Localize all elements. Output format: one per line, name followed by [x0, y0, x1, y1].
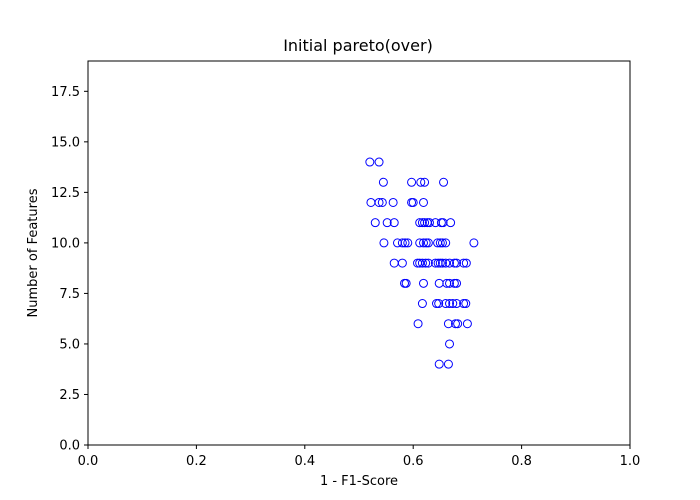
data-point	[417, 299, 427, 309]
data-point	[450, 319, 460, 329]
data-point	[379, 238, 389, 248]
data-point	[437, 258, 447, 268]
data-point	[374, 157, 384, 167]
y-axis-label: Number of Features	[26, 188, 41, 317]
y-tick-label: 0.0	[59, 439, 80, 454]
data-point	[417, 218, 427, 228]
data-point	[413, 319, 423, 329]
y-tick-label: 12.5	[51, 186, 80, 201]
data-point	[374, 197, 384, 207]
x-axis: 0.0 0.2 0.4 0.6 0.8 1.0	[78, 445, 641, 469]
data-point	[370, 218, 380, 228]
x-tick-label: 0.0	[78, 454, 99, 469]
data-point	[418, 197, 428, 207]
x-tick-label: 1.0	[620, 454, 641, 469]
data-point	[469, 238, 479, 248]
data-point	[403, 238, 413, 248]
y-tick-label: 7.5	[59, 287, 80, 302]
data-point	[462, 319, 472, 329]
data-point	[407, 177, 417, 187]
data-point	[420, 177, 430, 187]
data-point	[382, 218, 392, 228]
data-point	[441, 258, 451, 268]
data-point	[434, 299, 444, 309]
data-point	[453, 319, 463, 329]
data-point	[452, 258, 462, 268]
data-point	[421, 258, 431, 268]
data-point	[415, 238, 425, 248]
x-tick-label: 0.4	[294, 454, 315, 469]
data-point	[421, 238, 431, 248]
data-point	[445, 278, 455, 288]
data-point	[430, 258, 440, 268]
y-tick-label: 2.5	[59, 388, 80, 403]
data-point	[397, 238, 407, 248]
data-point	[452, 299, 462, 309]
data-point	[449, 258, 459, 268]
data-point	[400, 238, 410, 248]
data-point	[461, 299, 471, 309]
data-point	[441, 299, 451, 309]
y-tick-label: 15.0	[51, 135, 80, 150]
data-point	[388, 197, 398, 207]
data-point	[461, 258, 471, 268]
data-point	[389, 218, 399, 228]
data-point	[416, 177, 426, 187]
data-point	[401, 278, 411, 288]
data-points	[365, 157, 479, 369]
plot-area	[87, 60, 631, 446]
data-point	[418, 238, 428, 248]
data-point	[432, 299, 442, 309]
data-point	[459, 299, 469, 309]
data-point	[423, 258, 433, 268]
data-point	[417, 258, 427, 268]
data-point	[449, 278, 459, 288]
data-point	[415, 258, 425, 268]
data-point	[397, 258, 407, 268]
data-point	[434, 359, 444, 369]
data-point	[435, 238, 445, 248]
y-tick-label: 10.0	[51, 236, 80, 251]
data-point	[445, 339, 455, 349]
data-point	[439, 177, 449, 187]
y-tick-label: 17.5	[51, 85, 80, 100]
data-point	[448, 299, 458, 309]
data-point	[365, 157, 375, 167]
chart-title: Initial pareto(over)	[283, 36, 433, 55]
data-point	[418, 278, 428, 288]
data-point	[445, 258, 455, 268]
data-point	[459, 258, 469, 268]
x-tick-label: 0.6	[403, 454, 424, 469]
data-point	[424, 218, 434, 228]
data-point	[423, 238, 433, 248]
data-point	[408, 197, 418, 207]
data-point	[445, 299, 455, 309]
x-tick-label: 0.2	[186, 454, 207, 469]
data-point	[443, 359, 453, 369]
data-point	[441, 238, 451, 248]
data-point	[378, 177, 388, 187]
y-tick-label: 5.0	[59, 337, 80, 352]
data-point	[446, 218, 456, 228]
data-point	[377, 197, 387, 207]
data-point	[452, 278, 462, 288]
data-point	[437, 238, 447, 248]
x-axis-label: 1 - F1-Score	[320, 474, 398, 489]
y-axis: 0.0 2.5 5.0 7.5 10.0 12.5 15.0 17.5	[51, 85, 88, 454]
x-tick-label: 0.8	[511, 454, 532, 469]
data-point	[435, 258, 445, 268]
data-point	[443, 319, 453, 329]
data-point	[420, 218, 430, 228]
